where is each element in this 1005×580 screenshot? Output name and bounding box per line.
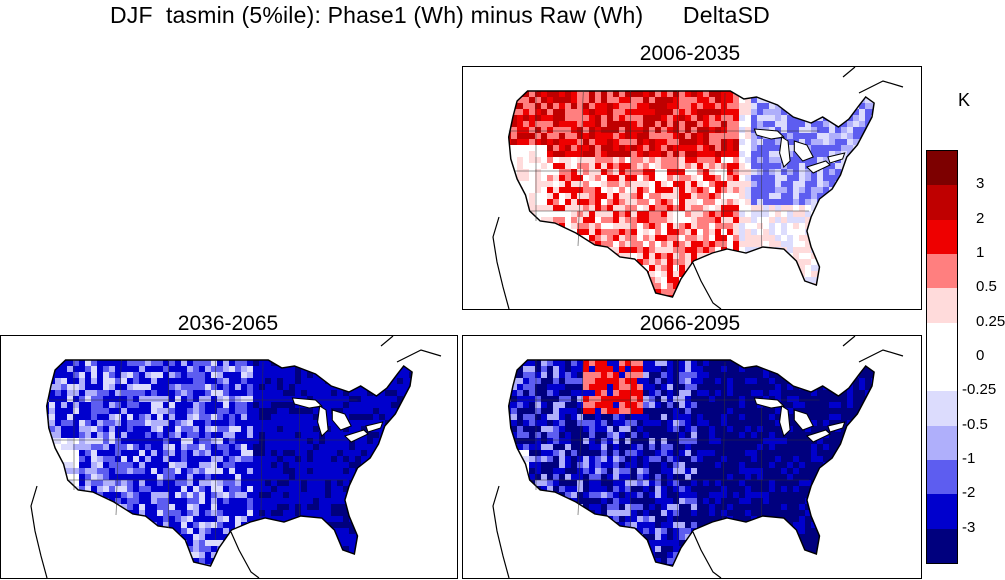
colorbar-swatch	[927, 425, 957, 461]
map-2006-2035	[492, 67, 904, 309]
country-outline	[507, 90, 875, 298]
great-lake	[317, 405, 329, 437]
great-lake	[365, 421, 384, 433]
country-outline	[45, 359, 413, 567]
great-lake	[805, 160, 831, 174]
great-lake	[753, 397, 785, 409]
colorbar	[926, 150, 958, 564]
state-lines	[508, 359, 820, 540]
great-lake	[753, 128, 785, 140]
colorbar-swatch	[927, 528, 957, 564]
colorbar-tick-label: 0.5	[976, 278, 997, 296]
gulf-coastline	[692, 262, 722, 309]
colorbar-unit: K	[958, 90, 971, 110]
colorbar-tick-label: -0.5	[962, 415, 988, 433]
great-lake	[805, 429, 831, 443]
colorbar-swatch	[927, 254, 957, 289]
mexico-coastline	[492, 216, 510, 309]
map-2036-2065	[30, 336, 442, 578]
colorbar-tick-label: -1	[962, 450, 976, 467]
great-lake	[779, 136, 791, 168]
colorbar-swatch	[927, 494, 957, 530]
colorbar-tick-label: 1	[976, 244, 985, 261]
colorbar-tick-label: 3	[976, 175, 985, 193]
colorbar-tick-label: 0	[976, 347, 985, 364]
great-lake	[793, 140, 814, 162]
colorbar-swatch	[927, 151, 957, 186]
colorbar-swatch	[927, 460, 957, 495]
colorbar-swatch	[927, 357, 957, 392]
map-content	[492, 336, 904, 578]
colorbar-swatch	[927, 288, 957, 324]
panel-title-2036-2065: 2036-2065	[177, 312, 279, 335]
colorbar-swatch	[927, 391, 957, 427]
colorbar-tick-label: 2	[976, 209, 985, 227]
mexico-coastline	[30, 485, 48, 578]
map-field	[508, 360, 875, 566]
colorbar-tick-label: -3	[962, 518, 976, 536]
canada-coastline	[842, 67, 904, 94]
panel-title-2006-2035: 2006-2035	[639, 42, 741, 65]
panel-title-2066-2095: 2066-2095	[639, 312, 741, 335]
canada-coastline	[380, 336, 442, 363]
country-outline	[507, 359, 875, 567]
map-field	[508, 91, 875, 297]
colorbar-tick-label: -0.25	[962, 381, 997, 399]
colorbar-tick-label: 0.25	[976, 312, 1005, 330]
canada-coastline	[842, 336, 904, 363]
map-field	[46, 360, 413, 566]
great-lake	[779, 405, 791, 437]
mexico-coastline	[492, 485, 510, 578]
map-panel-2006-2035	[462, 66, 922, 310]
gulf-coastline	[230, 531, 260, 578]
colorbar-swatch	[927, 219, 957, 255]
great-lake	[827, 152, 846, 164]
colorbar-tick-label: -2	[962, 484, 976, 502]
colorbar-swatch	[927, 185, 957, 221]
map-panel-2066-2095	[462, 335, 922, 579]
map-content	[30, 336, 442, 578]
great-lake	[827, 421, 846, 433]
great-lake	[793, 409, 814, 431]
map-panel-2036-2065	[0, 335, 458, 579]
figure-title: DJF tasmin (5%ile): Phase1 (Wh) minus Ra…	[110, 2, 770, 28]
map-2066-2095	[492, 336, 904, 578]
map-content	[492, 67, 904, 309]
great-lake	[343, 429, 369, 443]
great-lake	[291, 397, 323, 409]
gulf-coastline	[692, 531, 722, 578]
great-lake	[331, 409, 352, 431]
colorbar-swatch	[927, 322, 957, 358]
